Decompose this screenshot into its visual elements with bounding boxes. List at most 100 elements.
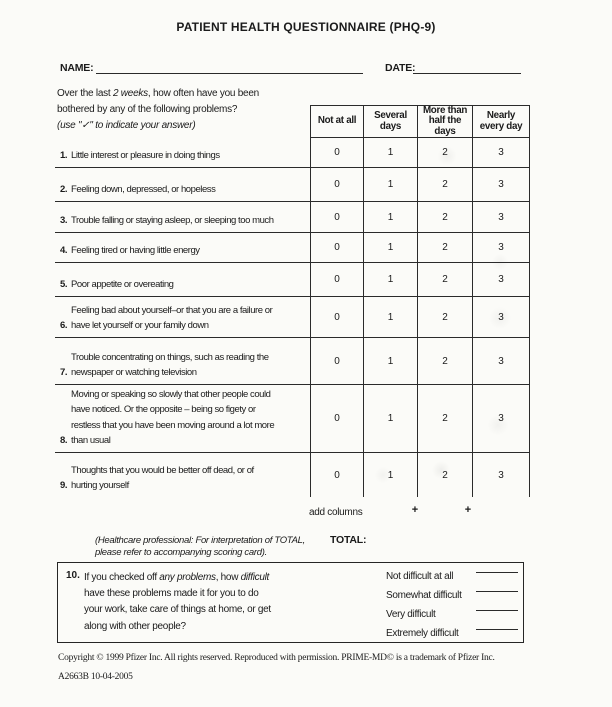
score-cell-q3-2[interactable]: 2 [417,202,472,233]
score-cell-q8-1[interactable]: 1 [363,385,417,453]
question-number: 5. [60,278,68,290]
question-cell-6: 6. Feeling bad about yourself–or that you… [55,297,310,338]
question-number: 8. [60,434,68,446]
difficulty-option-label-3: Extremely difficult [386,628,459,639]
question-10-number: 10. [66,570,80,581]
question-10-text: If you checked off any problems, how dif… [84,570,271,635]
difficulty-option-line-3[interactable] [476,629,518,630]
score-cell-q5-2[interactable]: 2 [417,263,472,297]
healthcare-professional-note: (Healthcare professional: For interpreta… [95,535,305,558]
question-cell-9: 9. Thoughts that you would be better off … [55,453,310,497]
question-row-1: 1. Little interest or pleasure in doing t… [55,138,530,168]
question-row-2: 2. Feeling down, depressed, or hopeless 0 1… [55,168,530,202]
instructions-two-weeks: 2 weeks [112,88,148,99]
question-text: Feeling down, depressed, or hopeless [71,183,216,195]
score-cell-q3-1[interactable]: 1 [363,202,417,233]
instructions-line-1: Over the last 2 weeks, how often have yo… [57,86,259,102]
healthcare-note-line-1: (Healthcare professional: For interpreta… [95,535,305,546]
question-text: Feeling tired or having little energy [71,244,200,256]
instructions-checkmark-note: (use "✓" to indicate your answer) [57,119,196,131]
score-cell-q1-1[interactable]: 1 [363,138,417,168]
score-cell-q3-0[interactable]: 0 [310,202,363,233]
plus-sign-2: + [464,504,472,516]
table-header-row: Not at all Several days More than half the da… [55,105,530,138]
question-row-3: 3. Trouble falling or staying asleep, or … [55,202,530,233]
score-cell-q7-2[interactable]: 2 [417,338,472,385]
score-cell-q9-1[interactable]: 1 [363,453,417,497]
column-header-1: Several days [363,105,417,138]
score-cell-q9-0[interactable]: 0 [310,453,363,497]
score-cell-q1-0[interactable]: 0 [310,138,363,168]
difficulty-option-line-1[interactable] [476,591,518,592]
score-cell-q6-2[interactable]: 2 [417,297,472,338]
question-cell-4: 4. Feeling tired or having little energy [55,233,310,263]
instructions-line-2: bothered by any of the following problem… [57,103,238,115]
score-cell-q2-3[interactable]: 3 [472,168,530,202]
date-input-line[interactable] [413,60,521,74]
difficulty-option-label-0: Not difficult at all [386,571,454,582]
score-cell-q3-3[interactable]: 3 [472,202,530,233]
score-cell-q1-3[interactable]: 3 [472,138,530,168]
question-cell-2: 2. Feeling down, depressed, or hopeless [55,168,310,202]
question-cell-1: 1. Little interest or pleasure in doing t… [55,138,310,168]
score-cell-q2-1[interactable]: 1 [363,168,417,202]
column-header-2: More than half the days [417,105,472,138]
question-row-7: 7. Trouble concentrating on things, such … [55,338,530,385]
score-cell-q4-2[interactable]: 2 [417,233,472,263]
difficulty-option-label-2: Very difficult [386,609,436,620]
question-10-line-3: your work, take care of things at home, … [84,604,271,616]
question-number: 9. [60,479,68,491]
difficulty-option-line-0[interactable] [476,572,518,573]
question-text: Trouble concentrating on things, such as… [71,351,269,378]
score-cell-q9-2[interactable]: 2 [417,453,472,497]
footer-copyright: Copyright © 1999 Pfizer Inc. All rights … [58,653,495,663]
score-cell-q4-0[interactable]: 0 [310,233,363,263]
score-cell-q4-3[interactable]: 3 [472,233,530,263]
plus-sign-1: + [411,504,419,516]
add-columns-label: add columns [309,507,363,518]
name-label: NAME: [60,62,94,74]
score-cell-q2-0[interactable]: 0 [310,168,363,202]
instructions-line-1-pre: Over the last [57,88,113,99]
score-cell-q6-3[interactable]: 3 [472,297,530,338]
score-cell-q7-3[interactable]: 3 [472,338,530,385]
score-cell-q2-2[interactable]: 2 [417,168,472,202]
total-label: TOTAL: [330,534,367,546]
question-number: 6. [60,319,68,331]
question-row-8: 8. Moving or speaking so slowly that othe… [55,385,530,453]
question-number: 1. [60,149,68,161]
question-text: Trouble falling or staying asleep, or sl… [71,214,274,226]
q10-any-problems: any problems [159,572,216,583]
score-cell-q5-3[interactable]: 3 [472,263,530,297]
question-cell-8: 8. Moving or speaking so slowly that othe… [55,385,310,453]
difficulty-option-label-1: Somewhat difficult [386,590,462,601]
question-number: 4. [60,244,68,256]
question-text: Feeling bad about yourself–or that you a… [71,304,273,331]
score-cell-q6-1[interactable]: 1 [363,297,417,338]
score-cell-q7-0[interactable]: 0 [310,338,363,385]
score-cell-q8-3[interactable]: 3 [472,385,530,453]
score-cell-q5-0[interactable]: 0 [310,263,363,297]
score-cell-q4-1[interactable]: 1 [363,233,417,263]
healthcare-note-line-2: please refer to accompanying scoring car… [95,546,267,558]
name-input-line[interactable] [96,60,363,74]
question-text: Little interest or pleasure in doing thi… [71,149,220,161]
score-cell-q7-1[interactable]: 1 [363,338,417,385]
question-cell-3: 3. Trouble falling or staying asleep, or … [55,202,310,233]
score-cell-q6-0[interactable]: 0 [310,297,363,338]
q10-l1a: If you checked off [84,572,160,583]
score-cell-q8-2[interactable]: 2 [417,385,472,453]
question-10-line-1: If you checked off any problems, how dif… [84,570,271,586]
difficulty-option-line-2[interactable] [476,610,518,611]
question-number: 7. [60,366,68,378]
score-cell-q1-2[interactable]: 2 [417,138,472,168]
question-text: Moving or speaking so slowly that other … [71,389,275,446]
question-row-5: 5. Poor appetite or overeating 0 1 2 3 [55,263,530,297]
header-spacer [55,105,310,138]
score-cell-q8-0[interactable]: 0 [310,385,363,453]
score-cell-q9-3[interactable]: 3 [472,453,530,497]
question-10-line-4: along with other people? [84,620,186,632]
questionnaire-grid: Not at all Several days More than half the da… [55,105,530,497]
score-cell-q5-1[interactable]: 1 [363,263,417,297]
